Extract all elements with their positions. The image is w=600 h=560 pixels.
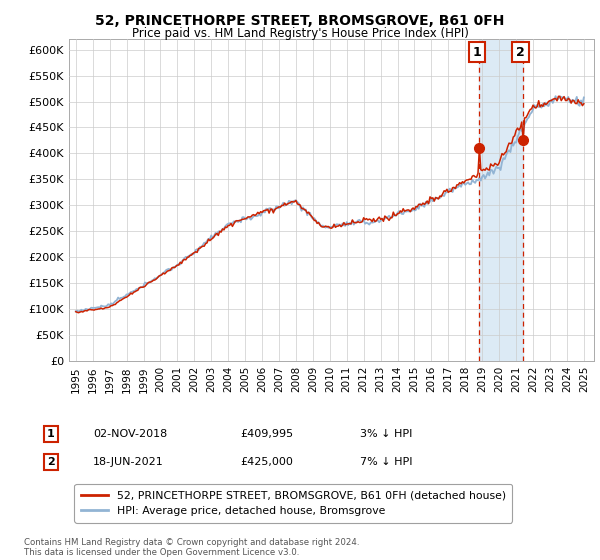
Text: 1: 1: [472, 46, 481, 59]
Text: 7% ↓ HPI: 7% ↓ HPI: [360, 457, 413, 467]
Text: 02-NOV-2018: 02-NOV-2018: [93, 429, 167, 439]
Text: Contains HM Land Registry data © Crown copyright and database right 2024.
This d: Contains HM Land Registry data © Crown c…: [24, 538, 359, 557]
Legend: 52, PRINCETHORPE STREET, BROMSGROVE, B61 0FH (detached house), HPI: Average pric: 52, PRINCETHORPE STREET, BROMSGROVE, B61…: [74, 484, 512, 522]
Text: 2: 2: [47, 457, 55, 467]
Text: Price paid vs. HM Land Registry's House Price Index (HPI): Price paid vs. HM Land Registry's House …: [131, 27, 469, 40]
Text: 52, PRINCETHORPE STREET, BROMSGROVE, B61 0FH: 52, PRINCETHORPE STREET, BROMSGROVE, B61…: [95, 14, 505, 28]
Text: 18-JUN-2021: 18-JUN-2021: [93, 457, 164, 467]
Text: 3% ↓ HPI: 3% ↓ HPI: [360, 429, 412, 439]
Bar: [479, 39, 523, 361]
Text: 1: 1: [47, 429, 55, 439]
Text: £409,995: £409,995: [240, 429, 293, 439]
Text: £425,000: £425,000: [240, 457, 293, 467]
Text: 2: 2: [516, 46, 525, 59]
